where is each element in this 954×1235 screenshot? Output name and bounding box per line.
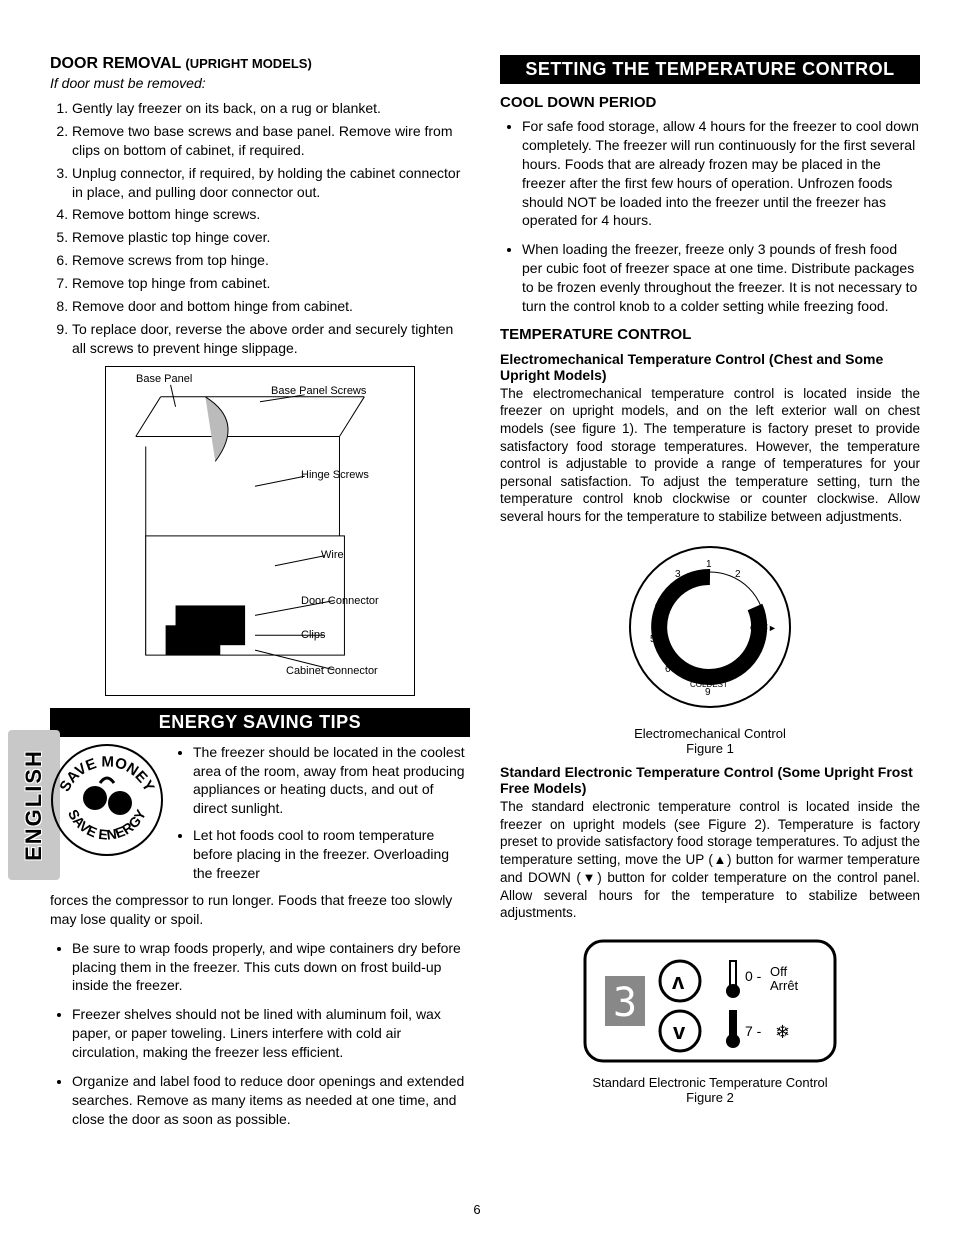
page-columns: DOOR REMOVAL (UPRIGHT MODELS) If door mu… <box>50 55 904 1139</box>
language-side-tab-label: ENGLISH <box>21 749 47 861</box>
list-item: Remove bottom hinge screws. <box>72 205 470 224</box>
list-item: To replace door, reverse the above order… <box>72 320 470 358</box>
list-item: Organize and label food to reduce door o… <box>72 1072 470 1129</box>
electronic-panel-figure: 3 ʌ v 0 - Off Arrêt 7 - ❄ <box>500 936 920 1071</box>
cool-down-heading: COOL DOWN PERIOD <box>500 94 920 111</box>
right-column: SETTING THE TEMPERATURE CONTROL COOL DOW… <box>500 55 920 1139</box>
energy-tips-right: The freezer should be located in the coo… <box>175 743 470 891</box>
list-item: For safe food storage, allow 4 hours for… <box>522 117 920 230</box>
door-removal-figure: Base Panel Base Panel Screws Hinge Screw… <box>105 366 415 696</box>
dial-mark: 6 <box>665 664 671 675</box>
list-item: Freezer shelves should not be lined with… <box>72 1005 470 1062</box>
icon-top-text: SAVE MONEY <box>56 753 157 794</box>
dial-off-label: OFF► <box>750 623 777 633</box>
energy-saving-bar: ENERGY SAVING TIPS <box>50 708 470 737</box>
panel-off-label: Off <box>770 964 787 979</box>
panel-off-num: 0 - <box>745 968 762 984</box>
svg-text:SAVE MONEY: SAVE MONEY <box>56 753 157 794</box>
figure-label: Clips <box>301 629 325 641</box>
figure-label: Cabinet Connector <box>286 665 378 677</box>
list-item: Gently lay freezer on its back, on a rug… <box>72 99 470 118</box>
panel-display: 3 <box>613 980 637 1026</box>
energy-tip-continued: forces the compressor to run longer. Foo… <box>50 891 470 929</box>
list-item: Remove plastic top hinge cover. <box>72 228 470 247</box>
panel-off-label2: Arrêt <box>770 978 799 993</box>
electromechanical-subheading: Electromechanical Temperature Control (C… <box>500 351 920 383</box>
electronic-subheading: Standard Electronic Temperature Control … <box>500 764 920 796</box>
door-removal-heading-main: DOOR REMOVAL <box>50 55 181 72</box>
figure-1-caption: Electromechanical Control Figure 1 <box>500 726 920 756</box>
electromechanical-dial-figure: OFF► COLDEST 1 2 3 4 5 6 9 <box>500 537 920 722</box>
icon-bottom-text: SAVE ENERGY <box>65 806 149 843</box>
dial-mark: 3 <box>675 569 681 580</box>
list-item: Let hot foods cool to room temperature b… <box>193 826 470 883</box>
door-removal-intro: If door must be removed: <box>50 75 470 91</box>
save-money-energy-icon: SAVE MONEY SAVE ENERGY <box>50 743 165 858</box>
electronic-para: The standard electronic temperature cont… <box>500 798 920 922</box>
figure-label: Base Panel Screws <box>271 385 366 397</box>
door-removal-diagram <box>106 367 414 695</box>
page-number: 6 <box>0 1202 954 1217</box>
door-removal-heading: DOOR REMOVAL (UPRIGHT MODELS) <box>50 55 470 73</box>
svg-text:SAVE ENERGY: SAVE ENERGY <box>65 806 149 843</box>
panel-down-icon: v <box>673 1019 686 1044</box>
door-removal-steps: Gently lay freezer on its back, on a rug… <box>50 99 470 358</box>
setting-temperature-bar: SETTING THE TEMPERATURE CONTROL <box>500 55 920 84</box>
figure-label: Hinge Screws <box>301 469 369 481</box>
figure-label: Base Panel <box>136 373 192 385</box>
dial-mark: 5 <box>650 634 656 645</box>
door-removal-heading-sub: (UPRIGHT MODELS) <box>185 56 311 71</box>
energy-saving-section: ENERGY SAVING TIPS SAVE MONEY SAVE ENERG… <box>50 708 470 1129</box>
list-item: Remove two base screws and base panel. R… <box>72 122 470 160</box>
dial-mark: 2 <box>735 569 741 580</box>
figure-2-caption: Standard Electronic Temperature Control … <box>500 1075 920 1105</box>
snowflake-icon: ❄ <box>775 1022 790 1042</box>
dial-mark: 9 <box>705 687 711 698</box>
list-item: The freezer should be located in the coo… <box>193 743 470 819</box>
down-triangle-icon: ▼ <box>581 870 597 885</box>
list-item: Remove top hinge from cabinet. <box>72 274 470 293</box>
figure-label: Wire <box>321 549 344 561</box>
list-item: Remove door and bottom hinge from cabine… <box>72 297 470 316</box>
left-column: DOOR REMOVAL (UPRIGHT MODELS) If door mu… <box>50 55 470 1139</box>
list-item: Be sure to wrap foods properly, and wipe… <box>72 939 470 996</box>
list-item: Remove screws from top hinge. <box>72 251 470 270</box>
panel-up-icon: ʌ <box>672 969 685 994</box>
dial-mark: 1 <box>706 559 712 570</box>
dial-mark: 4 <box>655 599 661 610</box>
figure-label: Door Connector <box>301 595 379 607</box>
up-triangle-icon: ▲ <box>713 852 727 867</box>
temperature-control-heading: TEMPERATURE CONTROL <box>500 326 920 343</box>
electromechanical-para: The electromechanical temperature contro… <box>500 385 920 525</box>
list-item: Unplug connector, if required, by holdin… <box>72 164 470 202</box>
cool-down-bullets: For safe food storage, allow 4 hours for… <box>500 117 920 316</box>
list-item: When loading the freezer, freeze only 3 … <box>522 240 920 316</box>
panel-cold-num: 7 - <box>745 1023 762 1039</box>
energy-tips-below: Be sure to wrap foods properly, and wipe… <box>50 939 470 1129</box>
